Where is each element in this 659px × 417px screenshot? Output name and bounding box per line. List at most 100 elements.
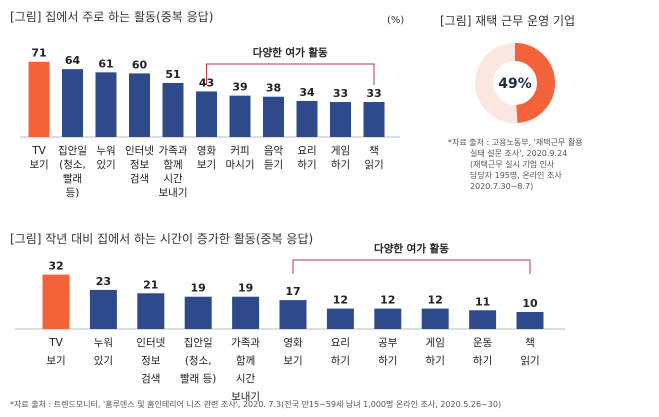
tick-label: 검색 [141, 373, 160, 385]
bar [62, 69, 83, 137]
bracket [292, 259, 531, 274]
tick-label: 인터넷 [136, 337, 165, 349]
tick-label: 보내기 [159, 187, 188, 199]
bar [363, 102, 385, 137]
tick-label: 등) [66, 187, 80, 199]
tick-label: 누워 [94, 336, 113, 349]
tick-label: 요리 [297, 145, 316, 157]
donut-note: *자료 출처 : 고용노동부, '재택근무 활용 실태 설문 조사', 2020… [448, 137, 583, 192]
tick-label: TV [31, 145, 46, 157]
note-line: 2020.7.30~8.7) [470, 182, 534, 191]
data-label: 12 [333, 294, 348, 307]
data-label: 10 [522, 297, 538, 310]
tick-label: 음악 [264, 145, 284, 157]
data-label: 11 [475, 295, 490, 308]
tick-label: 가족과 [231, 337, 260, 349]
tick-label: 영화 [197, 145, 217, 157]
note-line: (재택근무 실시 기업 인사 [470, 160, 555, 169]
tick-label: 보기 [46, 355, 65, 367]
bar [326, 308, 354, 329]
data-label: 19 [238, 282, 253, 295]
tick-label: 읽기 [520, 354, 539, 367]
tick-label: 게임 [331, 144, 350, 157]
data-label: 51 [165, 68, 180, 81]
tick-label: 정보 [141, 355, 161, 367]
bar [421, 308, 449, 329]
chart3-note: *자료 출처 : 트렌드모니터, '홈루덴스 및 홈인테리어 니즈 관련 조사'… [10, 400, 502, 409]
data-label: 19 [191, 282, 206, 295]
bar [516, 312, 544, 329]
tick-label: 하기 [331, 158, 350, 171]
tick-label: 운동 [473, 337, 493, 349]
bar [374, 308, 402, 329]
note-line: *자료 출처 : 고용노동부, '재택근무 활용 [448, 138, 583, 147]
tick-label: (청소, [185, 355, 212, 367]
data-label: 21 [143, 278, 158, 291]
tick-label: 검색 [130, 173, 149, 185]
tick-label: 듣기 [264, 159, 283, 171]
data-label: 71 [31, 47, 46, 60]
tick-label: 읽기 [364, 158, 383, 171]
tick-label: TV [48, 337, 63, 349]
bar [296, 100, 318, 137]
donut-slice [514, 43, 555, 123]
tick-label: 누워 [96, 144, 115, 157]
bar [162, 82, 184, 137]
tick-label: 집안일 [184, 336, 213, 349]
data-label: 33 [366, 87, 381, 100]
bar [196, 91, 217, 137]
data-label: 61 [98, 57, 113, 70]
bracket [206, 63, 375, 85]
chart1-title: [그림] 집에서 주로 하는 활동(중복 응답) [10, 10, 214, 24]
data-label: 60 [132, 58, 148, 71]
tick-label: 가족과 [159, 145, 188, 157]
bar [28, 61, 50, 137]
bar [263, 96, 284, 137]
tick-label: 함께 [163, 159, 182, 171]
bar [95, 72, 117, 137]
tick-label: 보기 [29, 159, 48, 171]
tick-label: 보기 [283, 355, 302, 367]
tick-label: 게임 [426, 336, 445, 349]
data-label: 23 [96, 275, 111, 288]
bar [330, 102, 351, 137]
data-label: 34 [299, 86, 315, 99]
tick-label: 영화 [283, 337, 303, 349]
tick-label: 있기 [94, 355, 113, 367]
tick-label: 하기 [473, 354, 492, 367]
data-label: 38 [266, 82, 281, 95]
data-label: 33 [333, 87, 348, 100]
bar [184, 296, 212, 329]
data-label: 39 [232, 81, 247, 94]
note-line: 실태 설문 조사', 2020.9.24 [470, 149, 568, 158]
tick-label: 하기 [426, 354, 445, 367]
donut-center-label: 49% [498, 76, 532, 92]
bracket-label: 다양한 여가 활동 [253, 46, 328, 59]
tick-label: 시간 [236, 373, 256, 385]
tick-label: 하기 [378, 354, 397, 367]
bar [42, 274, 70, 329]
chart1-unit: (%) [387, 15, 405, 26]
bar [229, 95, 251, 137]
chart2-title: [그림] 재택 근무 운영 기업 [440, 14, 576, 28]
data-label: 64 [65, 54, 81, 67]
tick-label: 정보 [130, 159, 150, 171]
bar [137, 293, 165, 329]
tick-label: 커피 [230, 145, 249, 157]
tick-label: 보기 [197, 159, 216, 171]
bracket-label: 다양한 여가 활동 [374, 242, 449, 255]
bar [469, 310, 497, 329]
tick-label: 빨래 [63, 173, 82, 185]
chart3-title: [그림] 작년 대비 집에서 하는 시간이 증가한 활동(중복 응답) [10, 232, 314, 246]
data-label: 12 [380, 294, 395, 307]
tick-label: 함께 [236, 355, 255, 367]
tick-label: 공부 [378, 337, 398, 349]
data-label: 12 [428, 294, 443, 307]
tick-label: 하기 [331, 354, 350, 367]
tick-label: 책 [369, 145, 379, 157]
tick-label: 인터넷 [125, 145, 154, 157]
tick-label: 보내기 [231, 391, 260, 403]
tick-label: (청소, [59, 159, 86, 171]
tick-label: 요리 [331, 337, 350, 349]
